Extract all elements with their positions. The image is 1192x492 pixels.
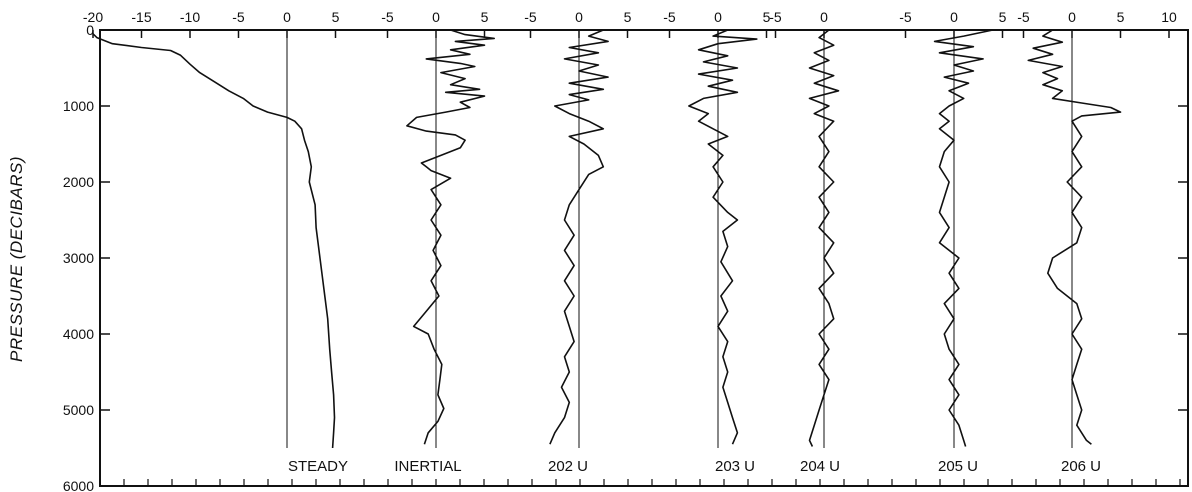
- x-tick-label: -5: [232, 9, 245, 25]
- panel-205-u: -5 0 5 205 U: [899, 9, 1006, 475]
- ticks-layer: 0 1000 2000 3000 4000 5000 6000: [63, 22, 1188, 492]
- series-line: [933, 29, 993, 447]
- series-layer: -20 -15 -10 -5 0 5 STEADY -5 0 5 INERTIAL -5 0 5 202 U…: [83, 9, 1177, 475]
- x-tick-label: -5: [769, 9, 782, 25]
- x-tick-label: 10: [1161, 9, 1177, 25]
- panel-206-u: -5 0 5 10 206 U: [1017, 9, 1177, 475]
- series-line: [549, 29, 609, 445]
- series-label: INERTIAL: [394, 458, 461, 475]
- series-label: 205 U: [938, 458, 978, 475]
- x-tick-label: 5: [624, 9, 632, 25]
- x-tick-label: 0: [950, 9, 958, 25]
- x-tick-label: -5: [1017, 9, 1030, 25]
- x-tick-label: -10: [180, 9, 200, 25]
- y-tick-label: 5000: [63, 402, 94, 418]
- series-line: [1027, 29, 1122, 445]
- x-tick-label: 0: [714, 9, 722, 25]
- panel-inertial: -5 0 5 INERTIAL: [381, 9, 496, 475]
- panel-204-u: -5 0 204 U: [769, 9, 840, 475]
- series-label: 202 U: [548, 458, 588, 475]
- series-label: 203 U: [715, 458, 755, 475]
- x-tick-label: 0: [820, 9, 828, 25]
- y-tick-label: 6000: [63, 478, 94, 492]
- x-tick-label: -5: [899, 9, 912, 25]
- x-tick-label: 5: [332, 9, 340, 25]
- series-line: [808, 29, 840, 447]
- y-tick-label: 3000: [63, 250, 94, 266]
- x-tick-label: 5: [763, 9, 771, 25]
- plot-frame: [99, 29, 1189, 487]
- series-line: [92, 33, 336, 449]
- x-tick-label: 5: [1117, 9, 1125, 25]
- x-tick-label: -5: [381, 9, 394, 25]
- y-tick-label: 4000: [63, 326, 94, 342]
- series-line: [688, 29, 758, 445]
- x-tick-label: 0: [432, 9, 440, 25]
- y-tick-label: 1000: [63, 98, 94, 114]
- x-tick-label: 5: [481, 9, 489, 25]
- x-tick-label: -15: [131, 9, 151, 25]
- series-label: 206 U: [1061, 458, 1101, 475]
- x-tick-label: 0: [283, 9, 291, 25]
- y-tick-label: 2000: [63, 174, 94, 190]
- y-tick-label: 0: [86, 22, 94, 38]
- x-tick-label: 0: [1068, 9, 1076, 25]
- series-label: STEADY: [288, 458, 348, 475]
- y-axis-title: PRESSURE (DECIBARS): [7, 156, 26, 362]
- series-line: [406, 29, 496, 445]
- x-tick-label: -20: [83, 9, 103, 25]
- x-tick-label: -5: [663, 9, 676, 25]
- x-tick-label: 0: [575, 9, 583, 25]
- x-tick-label: 5: [999, 9, 1007, 25]
- series-label: 204 U: [800, 458, 840, 475]
- panel-steady: -20 -15 -10 -5 0 5 STEADY: [83, 9, 348, 475]
- panel-202-u: -5 0 5 202 U: [524, 9, 631, 475]
- panel-203-u: -5 0 5 203 U: [663, 9, 770, 475]
- x-tick-label: -5: [524, 9, 537, 25]
